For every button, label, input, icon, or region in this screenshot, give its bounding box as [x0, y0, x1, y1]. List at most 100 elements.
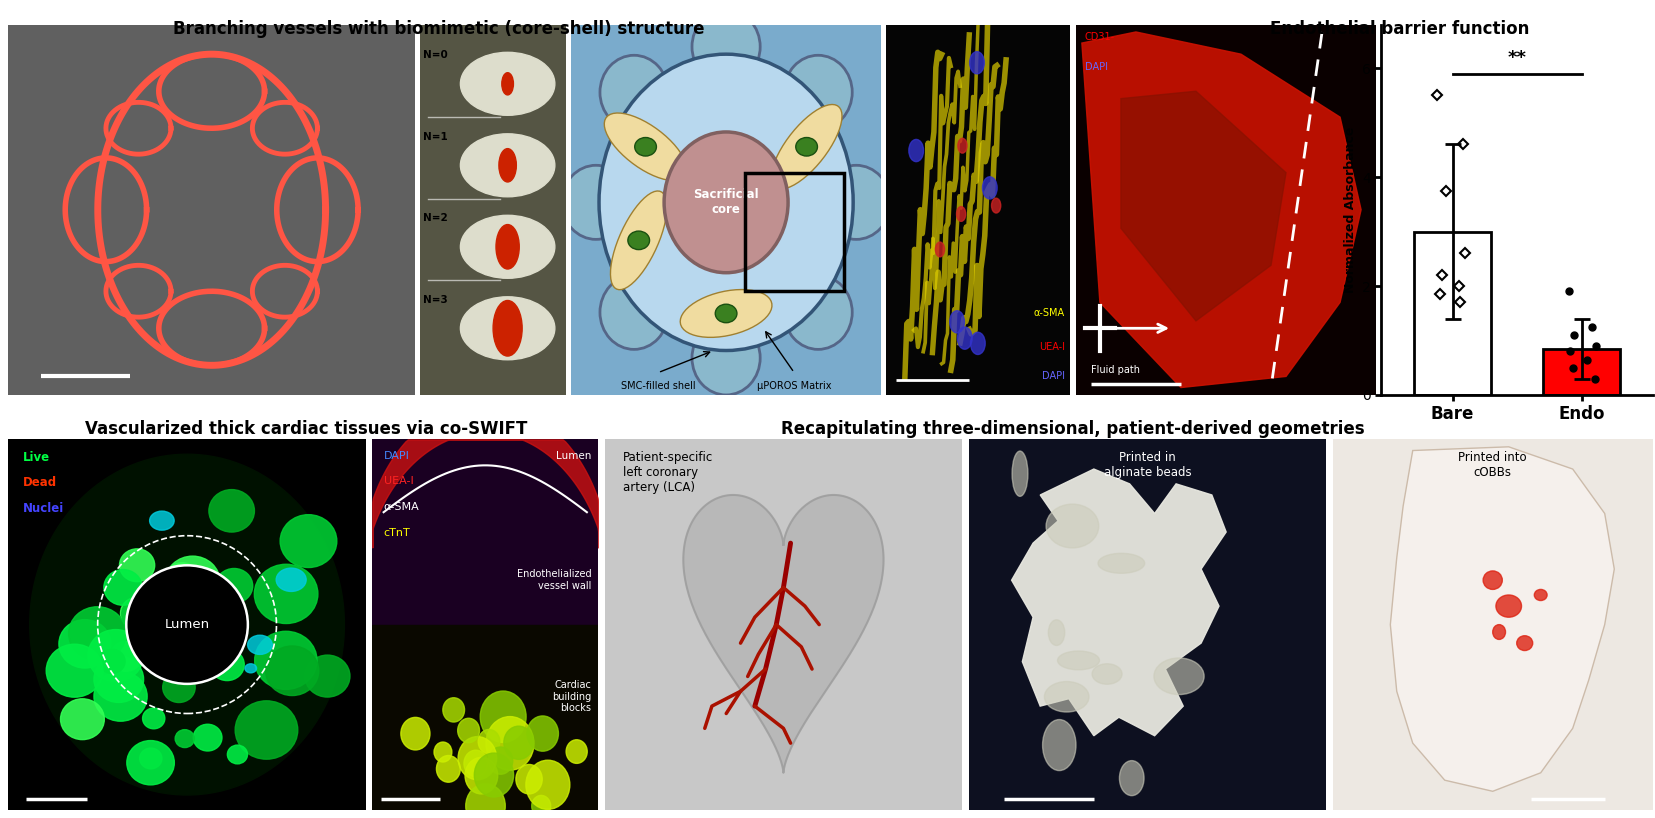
Ellipse shape [437, 756, 460, 782]
Ellipse shape [692, 10, 760, 83]
Ellipse shape [460, 297, 554, 360]
Ellipse shape [457, 718, 480, 743]
Ellipse shape [166, 563, 199, 593]
Ellipse shape [599, 56, 667, 129]
Text: Fluid path: Fluid path [1091, 366, 1139, 375]
Ellipse shape [68, 607, 126, 660]
Ellipse shape [119, 549, 154, 582]
Ellipse shape [255, 631, 316, 690]
Text: α-SMA: α-SMA [1033, 308, 1064, 318]
Text: DAPI: DAPI [384, 451, 409, 461]
Polygon shape [1120, 92, 1286, 321]
Text: **: ** [1506, 49, 1526, 67]
Ellipse shape [783, 276, 852, 349]
Ellipse shape [1048, 620, 1064, 645]
Ellipse shape [1534, 590, 1546, 600]
Ellipse shape [88, 630, 144, 681]
Ellipse shape [485, 717, 533, 771]
Text: μPOROS Matrix: μPOROS Matrix [756, 381, 831, 391]
Ellipse shape [465, 757, 498, 794]
Ellipse shape [692, 321, 760, 395]
Ellipse shape [948, 311, 963, 333]
Text: α-SMA: α-SMA [384, 502, 419, 512]
Ellipse shape [204, 659, 217, 669]
Ellipse shape [1091, 663, 1122, 684]
Ellipse shape [442, 698, 465, 722]
Text: CD31-: CD31- [1084, 32, 1114, 42]
Text: Branching vessels with biomimetic (core-shell) structure: Branching vessels with biomimetic (core-… [174, 20, 703, 38]
Ellipse shape [169, 567, 228, 622]
Ellipse shape [156, 564, 212, 617]
Ellipse shape [715, 304, 736, 323]
Text: Printed into
cOBBs: Printed into cOBBs [1458, 451, 1526, 479]
Ellipse shape [957, 207, 965, 222]
Text: Patient-specific
left coronary
artery (LCA): Patient-specific left coronary artery (L… [622, 451, 712, 493]
Ellipse shape [783, 56, 852, 129]
Ellipse shape [139, 748, 162, 769]
Ellipse shape [159, 619, 215, 672]
Bar [1413, 231, 1491, 395]
Ellipse shape [957, 138, 967, 153]
Text: N=0: N=0 [424, 51, 449, 61]
Ellipse shape [1154, 658, 1203, 694]
Ellipse shape [1119, 761, 1144, 796]
Ellipse shape [401, 717, 430, 750]
Ellipse shape [99, 649, 126, 673]
Ellipse shape [1494, 595, 1521, 618]
Ellipse shape [248, 636, 271, 654]
Ellipse shape [526, 716, 558, 751]
Text: Endothelialized
vessel wall: Endothelialized vessel wall [516, 569, 591, 591]
Ellipse shape [531, 795, 551, 816]
Ellipse shape [957, 327, 971, 349]
Ellipse shape [460, 215, 554, 278]
Ellipse shape [478, 730, 500, 753]
Ellipse shape [599, 54, 852, 350]
Ellipse shape [981, 177, 996, 199]
Ellipse shape [61, 699, 104, 739]
Ellipse shape [154, 618, 202, 663]
Ellipse shape [149, 511, 174, 530]
Ellipse shape [516, 765, 541, 794]
Ellipse shape [235, 701, 298, 759]
Text: DAPI: DAPI [1041, 371, 1064, 381]
Ellipse shape [104, 569, 142, 605]
Ellipse shape [465, 784, 505, 818]
Polygon shape [372, 625, 597, 810]
Text: N=3: N=3 [424, 295, 449, 305]
Ellipse shape [1516, 636, 1533, 650]
Ellipse shape [664, 132, 788, 272]
Text: N=2: N=2 [424, 213, 449, 223]
Ellipse shape [460, 52, 554, 115]
Ellipse shape [210, 649, 243, 681]
Ellipse shape [561, 165, 629, 240]
Ellipse shape [458, 737, 496, 780]
Ellipse shape [503, 726, 533, 759]
Ellipse shape [480, 691, 526, 743]
Ellipse shape [127, 740, 174, 785]
Text: Cardiac
building
blocks: Cardiac building blocks [551, 681, 591, 713]
Ellipse shape [255, 564, 318, 623]
Ellipse shape [1058, 651, 1099, 670]
Y-axis label: Normalized Absorbance: Normalized Absorbance [1342, 127, 1355, 293]
Polygon shape [1011, 469, 1225, 735]
Ellipse shape [1097, 553, 1144, 573]
Ellipse shape [121, 598, 156, 630]
Ellipse shape [909, 139, 923, 162]
Ellipse shape [1046, 504, 1099, 548]
Ellipse shape [139, 577, 185, 620]
Ellipse shape [162, 672, 195, 703]
Ellipse shape [526, 760, 569, 809]
Ellipse shape [488, 747, 513, 774]
Ellipse shape [111, 641, 142, 672]
Text: cTnT: cTnT [384, 528, 410, 538]
Ellipse shape [1043, 720, 1076, 771]
Ellipse shape [1011, 451, 1028, 497]
Text: Lumen: Lumen [164, 618, 210, 631]
Ellipse shape [460, 134, 554, 197]
Ellipse shape [276, 569, 306, 591]
Ellipse shape [463, 750, 487, 776]
Ellipse shape [796, 137, 818, 156]
Ellipse shape [434, 742, 452, 762]
Ellipse shape [245, 663, 257, 673]
Ellipse shape [498, 149, 516, 182]
